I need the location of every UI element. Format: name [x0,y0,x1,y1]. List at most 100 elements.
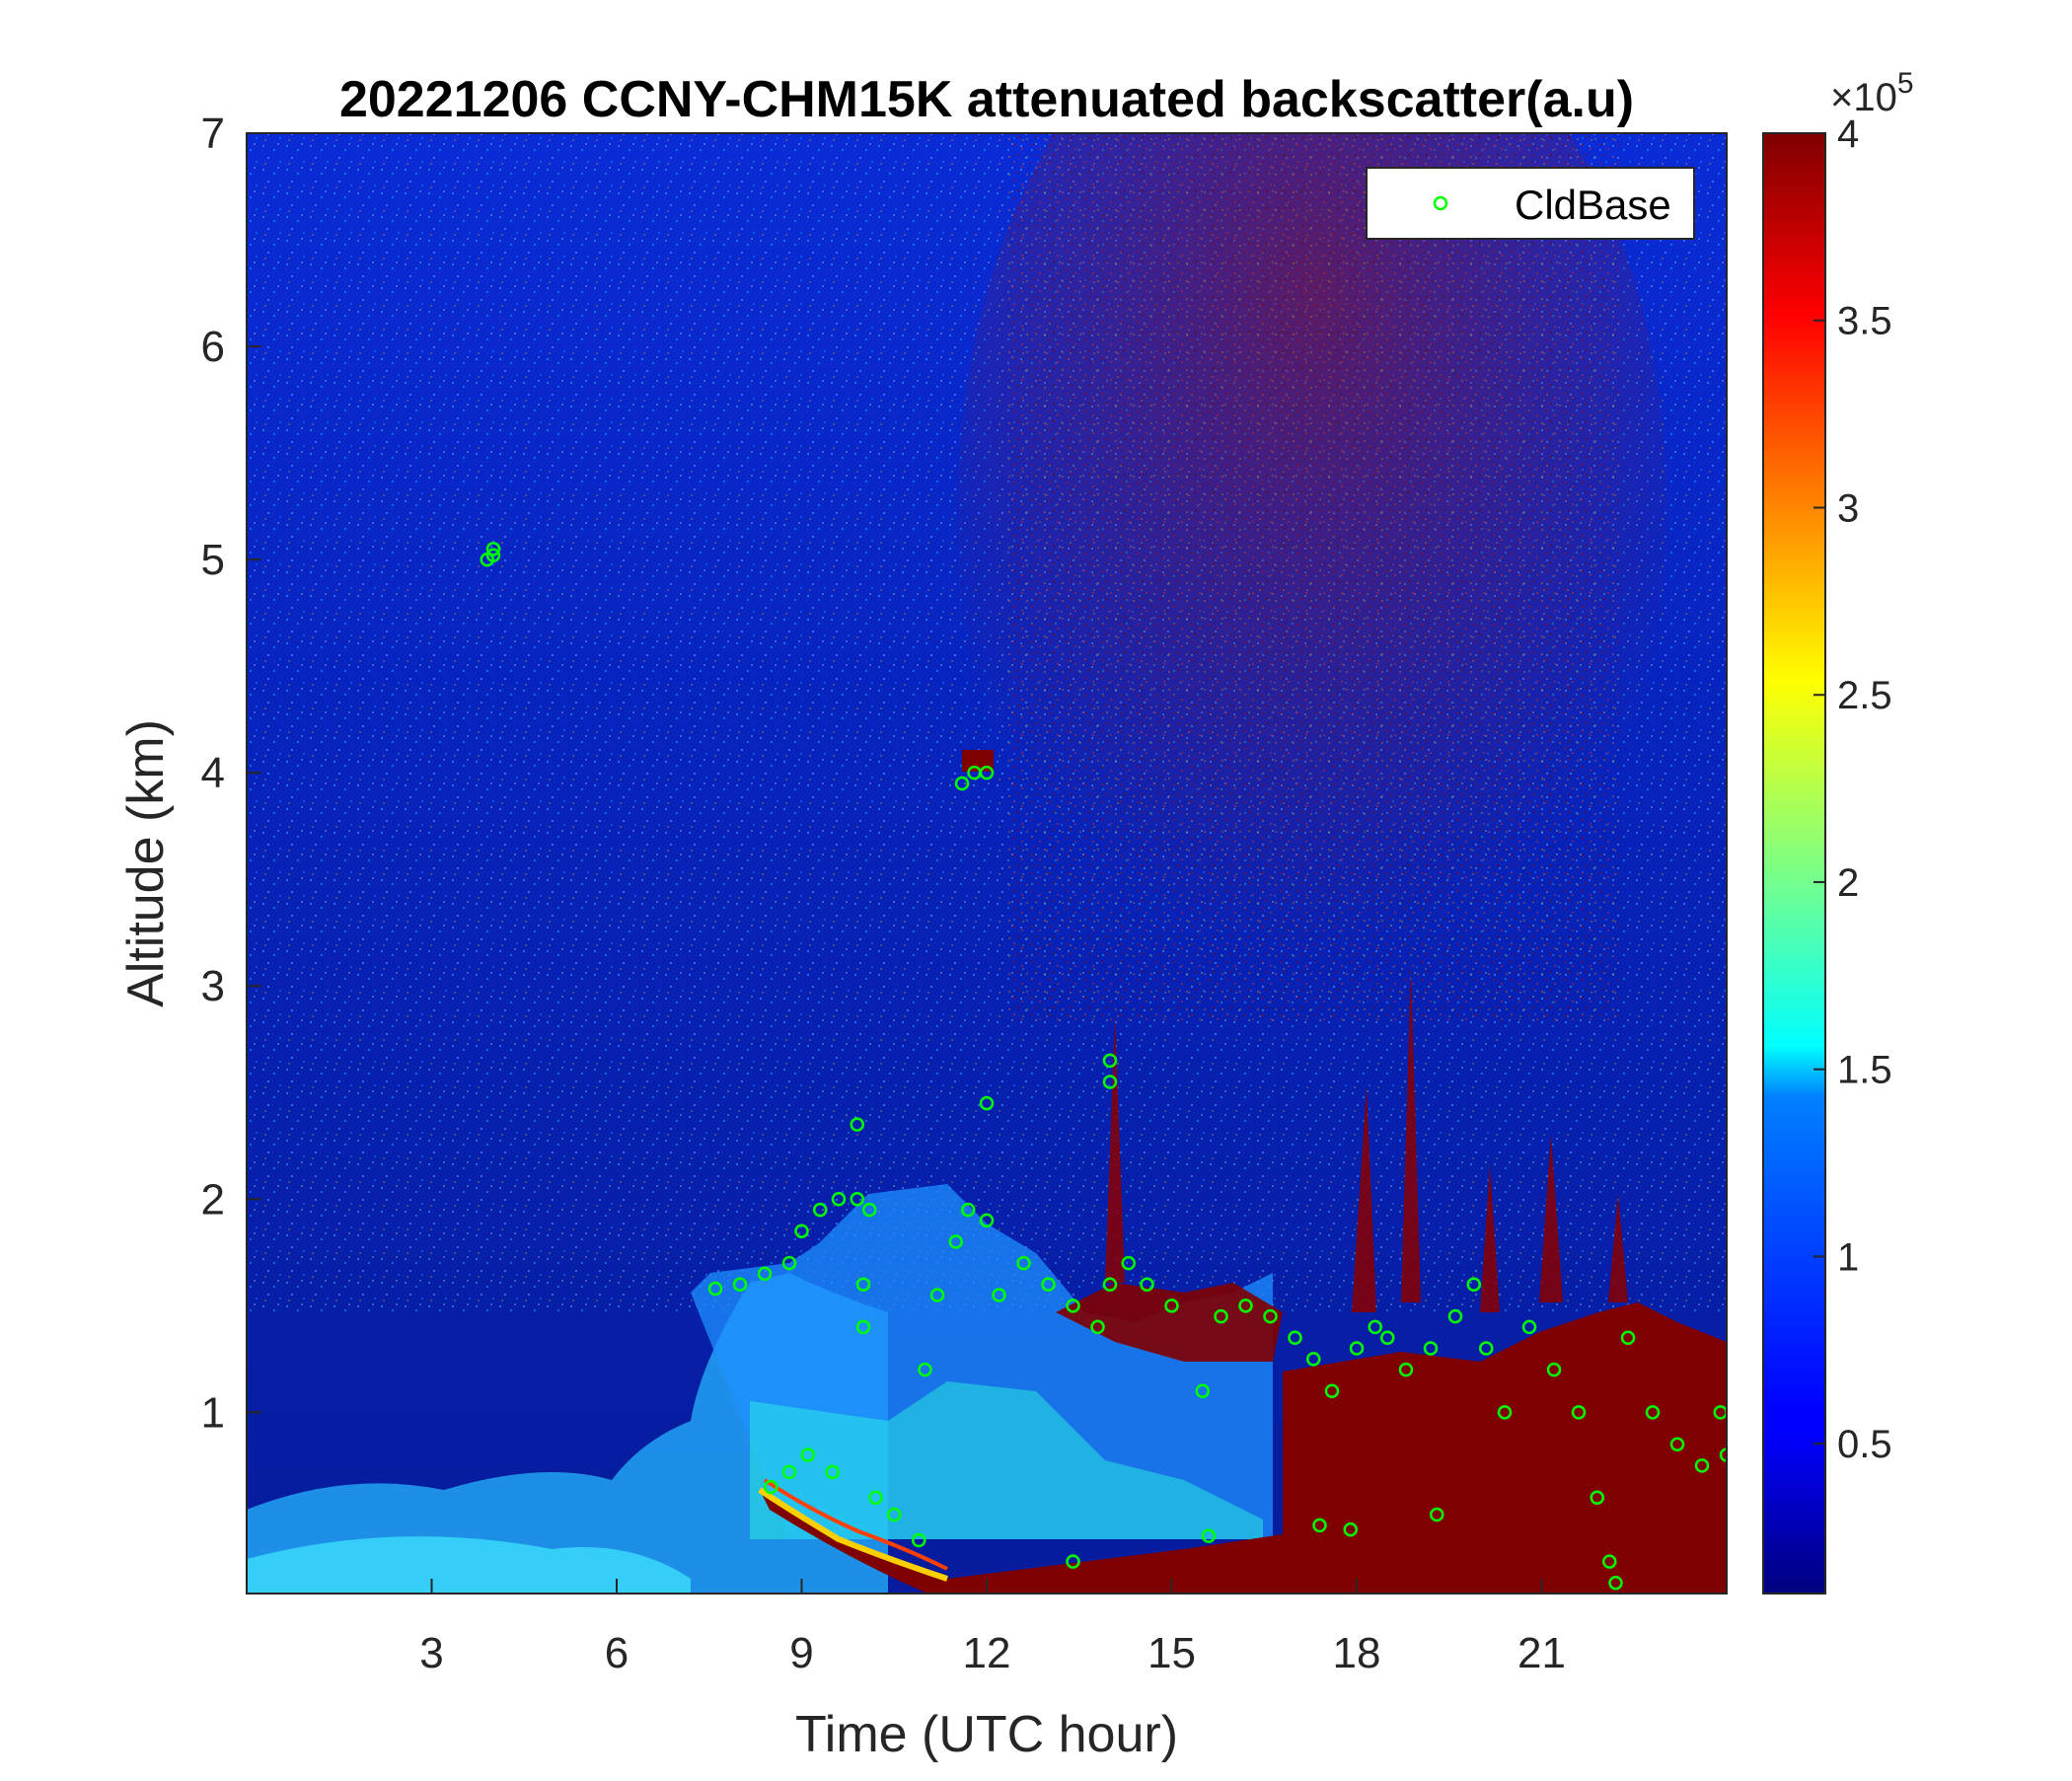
cldbase-point [1466,1277,1481,1292]
cldbase-point [979,765,995,780]
cldbase-point [800,1447,815,1462]
cldbase-point [825,1464,840,1480]
cldbase-point [1195,1383,1210,1398]
y-tick-label: 2 [201,1175,225,1224]
cldbase-point [1380,1330,1395,1345]
cldbase-point [1602,1554,1617,1569]
y-tick-label: 5 [201,536,225,584]
y-tick-label: 6 [201,323,225,371]
legend-marker-icon [1433,195,1448,211]
x-tick-label: 6 [605,1629,629,1677]
y-tick-label: 3 [201,962,225,1010]
colorbar-tick-label: 0.5 [1837,1423,1892,1466]
cldbase-point [1447,1308,1463,1324]
cldbase-point [1608,1575,1623,1591]
cldbase-point [1201,1528,1217,1543]
cldbase-point [1288,1330,1302,1345]
cldbase-point [1102,1277,1118,1292]
legend-entry-cldbase: CldBase [1515,182,1671,228]
cldbase-point [1164,1299,1179,1313]
y-tick-label: 4 [201,749,225,797]
colorbar-tick-label: 2.5 [1837,674,1892,717]
cldbase-point [979,1213,995,1228]
y-axis: 1 2 3 4 5 6 7 [201,110,261,1437]
cldbase-point [912,1532,926,1548]
cldbase-point [1312,1518,1327,1533]
cldbase-point [1423,1341,1439,1356]
cldbase-point [757,1266,773,1282]
cldbase-point [887,1507,902,1522]
chart-title: 20221206 CCNY-CHM15K attenuated backscat… [339,71,1634,128]
cldbase-point [1121,1255,1136,1271]
cldbase-point [781,1255,797,1271]
cldbase-point [1238,1299,1253,1313]
x-tick-label: 21 [1517,1629,1566,1677]
colorbar-tick-label: 3.5 [1837,300,1892,343]
cldbase-point [954,776,970,791]
cldbase-point [1521,1319,1537,1335]
cldbase-point [1102,1075,1118,1089]
heatmap-cloud-bright [750,1381,1263,1539]
cldbase-point [1090,1319,1105,1335]
cldbase-point [1479,1341,1494,1356]
x-tick-label: 15 [1147,1629,1196,1677]
x-tick-label: 9 [789,1629,813,1677]
cldbase-point [979,1095,995,1111]
cldbase-point [1546,1362,1562,1377]
colorbar-gradient [1762,132,1826,1595]
cldbase-point [961,1202,976,1218]
cldbase-point [1140,1277,1154,1292]
cldbase-point [1590,1490,1604,1506]
colorbar-tick-label: 3 [1837,486,1859,530]
heatmap-mid-red-band [1056,1283,1283,1362]
heatmap-aerosol-core [247,1536,691,1594]
cldbase-point [781,1464,797,1480]
heatmap-red-spikes [1105,967,1628,1312]
cldbase-point [862,1202,877,1218]
cldbase-point [1571,1405,1587,1420]
cldbase-point [1620,1330,1636,1345]
x-axis-label: Time (UTC hour) [795,1706,1178,1763]
cldbase-point [1263,1308,1278,1324]
cldbase-point [1497,1405,1513,1420]
heatmap-dense-layer-edge-2 [763,1478,948,1571]
colorbar: 0.5 1 1.5 2 2.5 3 3.5 4 ×105 [1762,67,1914,1595]
legend: CldBase [1366,167,1695,240]
cldbase-point [1102,1053,1118,1069]
colorbar-ticks: 0.5 1 1.5 2 2.5 3 3.5 4 [1813,112,1892,1466]
colorbar-tick-label: 1.5 [1837,1049,1892,1092]
plot-area [247,133,1727,1594]
legend-box [1366,167,1695,240]
cldbase-point [929,1288,945,1302]
cldbase-point [813,1202,828,1218]
cldbase-point [850,1117,864,1132]
colorbar-tick-label: 4 [1837,112,1859,156]
x-tick-label: 3 [419,1629,443,1677]
cldbase-point [855,1319,871,1335]
cldbase-point [1430,1507,1444,1522]
x-axis: 3 6 9 12 15 18 21 [419,1579,1566,1677]
cldbase-point [1066,1299,1080,1313]
cldbase-point [868,1490,883,1506]
cldbase-point [1719,1447,1727,1462]
heatmap-dense-layer [760,1302,1727,1594]
cldbase-point [1694,1458,1710,1473]
cldbase-point [1306,1352,1321,1367]
cldbase-point [948,1234,963,1249]
colorbar-tick-label: 1 [1837,1235,1859,1279]
cldbase-point [732,1277,748,1292]
colorbar-exponent: ×105 [1830,67,1914,119]
cldbase-point [855,1277,871,1292]
cldbase-point [918,1362,932,1377]
cldbase-point [1645,1405,1661,1420]
cldbase-point [850,1192,864,1207]
colorbar-tick-label: 2 [1837,861,1859,905]
cldbase-point [794,1224,809,1238]
cldbase-point [1368,1319,1382,1335]
cldbase-point [831,1192,847,1207]
cldbase-point [1066,1554,1080,1569]
y-tick-label: 7 [201,110,225,158]
cldbase-point [707,1281,723,1297]
heatmap-dense-layer-edge [758,1487,948,1582]
